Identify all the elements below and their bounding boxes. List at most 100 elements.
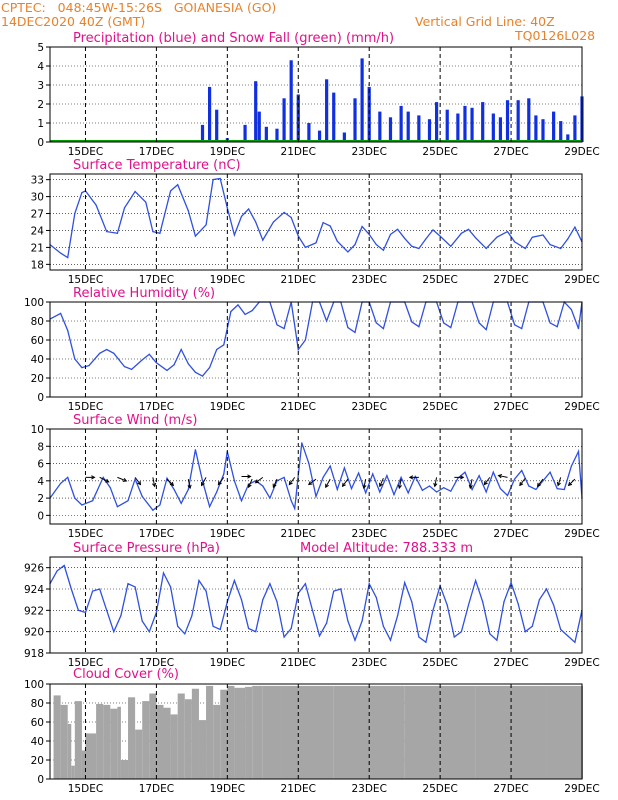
temp-point bbox=[432, 229, 434, 231]
x-tick-label: 25DEC bbox=[422, 274, 457, 286]
temp-point bbox=[248, 208, 250, 210]
y-tick-label: 33 bbox=[31, 175, 44, 187]
press-point bbox=[340, 588, 342, 590]
rh-point bbox=[443, 322, 445, 324]
x-tick-label: 17DEC bbox=[139, 657, 174, 669]
precip-bar bbox=[573, 115, 577, 142]
wind-point bbox=[294, 507, 296, 510]
rh-point bbox=[113, 352, 115, 354]
wind-arrow-shaft bbox=[379, 478, 384, 487]
y-tick-label: 0 bbox=[37, 510, 44, 522]
wind-point bbox=[322, 476, 324, 478]
wind-arrow-shaft bbox=[201, 477, 207, 486]
wind-arrow-shaft bbox=[117, 476, 127, 482]
plot-frame bbox=[49, 301, 583, 398]
rh-point bbox=[67, 329, 69, 332]
wind-point bbox=[471, 488, 473, 491]
wind-vector-arrow bbox=[117, 476, 128, 482]
x-tick-label: 29DEC bbox=[564, 274, 599, 286]
precip-bar bbox=[516, 100, 520, 142]
wind-arrow-head bbox=[468, 484, 473, 490]
press-point bbox=[233, 579, 236, 582]
press-point bbox=[411, 601, 413, 603]
wind-point bbox=[240, 500, 243, 502]
wind-point bbox=[528, 485, 530, 487]
wind-point bbox=[194, 449, 197, 451]
wind-vector-arrow bbox=[567, 478, 576, 487]
wind-point bbox=[343, 467, 345, 469]
rh-point bbox=[194, 371, 197, 373]
press-point bbox=[467, 604, 470, 606]
press-point bbox=[127, 583, 129, 585]
press-point bbox=[326, 622, 328, 624]
precip-bar bbox=[559, 121, 563, 142]
temp-point bbox=[389, 233, 392, 236]
cloud-bar bbox=[85, 733, 97, 779]
temp-point bbox=[368, 233, 370, 236]
cloud-bar bbox=[234, 687, 246, 779]
wind-point bbox=[201, 480, 204, 482]
wind-point bbox=[499, 487, 502, 490]
temp-point bbox=[475, 237, 477, 239]
rh-point bbox=[130, 368, 133, 371]
y-tick-label: 922 bbox=[24, 605, 44, 617]
temp-point bbox=[506, 231, 509, 233]
x-tick-label: 27DEC bbox=[493, 528, 528, 540]
precip-bar bbox=[434, 102, 439, 142]
wind-arrow-shaft bbox=[99, 476, 109, 483]
plot-frame bbox=[49, 173, 583, 271]
wind-arrow-head bbox=[152, 482, 157, 488]
rh-point bbox=[148, 353, 150, 355]
wind-arrow-head bbox=[137, 481, 142, 486]
cloud-bar bbox=[298, 685, 334, 779]
x-tick-label: 21DEC bbox=[281, 528, 316, 540]
precip-bar bbox=[417, 115, 421, 142]
cloud-bar bbox=[60, 704, 68, 779]
wind-point bbox=[492, 471, 494, 473]
rh-point bbox=[180, 348, 182, 351]
temp-point bbox=[560, 247, 562, 250]
temp-point bbox=[396, 228, 399, 230]
wind-point bbox=[450, 490, 452, 492]
wind-arrow-head bbox=[122, 477, 128, 482]
wind-point bbox=[393, 494, 395, 496]
wind-arrow-shaft bbox=[217, 477, 225, 485]
press-point bbox=[567, 635, 569, 637]
panel-title-press: Surface Pressure (hPa) bbox=[73, 541, 220, 556]
wind-arrow-head bbox=[362, 484, 367, 490]
rh-point bbox=[354, 331, 356, 333]
y-tick-label: 6 bbox=[37, 459, 44, 471]
precip-bar bbox=[491, 113, 495, 142]
press-point bbox=[169, 586, 172, 588]
temp-point bbox=[145, 201, 147, 203]
cloud-bar bbox=[110, 708, 118, 779]
wind-point bbox=[421, 489, 423, 491]
temp-point bbox=[375, 243, 377, 246]
x-tick-label: 23DEC bbox=[351, 146, 386, 158]
wind-vector-arrow bbox=[379, 478, 384, 488]
rh-point bbox=[485, 328, 487, 331]
panel-title-precip: Precipitation (blue) and Snow Fall (gree… bbox=[73, 31, 394, 46]
temp-point bbox=[531, 236, 533, 238]
rh-point bbox=[411, 321, 413, 323]
wind-arrow-head bbox=[325, 483, 329, 489]
rh-point bbox=[237, 304, 239, 306]
press-point bbox=[177, 625, 179, 627]
wind-point bbox=[159, 504, 161, 506]
rh-point bbox=[478, 322, 480, 324]
temp-point bbox=[460, 232, 463, 234]
cloud-bar bbox=[120, 760, 129, 779]
wind-arrow-shaft bbox=[519, 477, 526, 486]
y-tick-label: 926 bbox=[24, 563, 44, 575]
precip-bar bbox=[360, 58, 364, 142]
header-grid-label: Vertical Grid Line: 40Z bbox=[415, 14, 555, 29]
wind-arrow-head bbox=[433, 482, 438, 488]
wind-arrow-shaft bbox=[557, 477, 562, 486]
wind-point bbox=[152, 509, 154, 511]
wind-vector-arrow bbox=[288, 477, 296, 486]
temp-point bbox=[95, 204, 97, 206]
press-point bbox=[354, 639, 356, 641]
cloud-bar bbox=[96, 703, 104, 779]
wind-vector-arrow bbox=[556, 477, 562, 487]
x-tick-label: 15DEC bbox=[68, 783, 103, 795]
